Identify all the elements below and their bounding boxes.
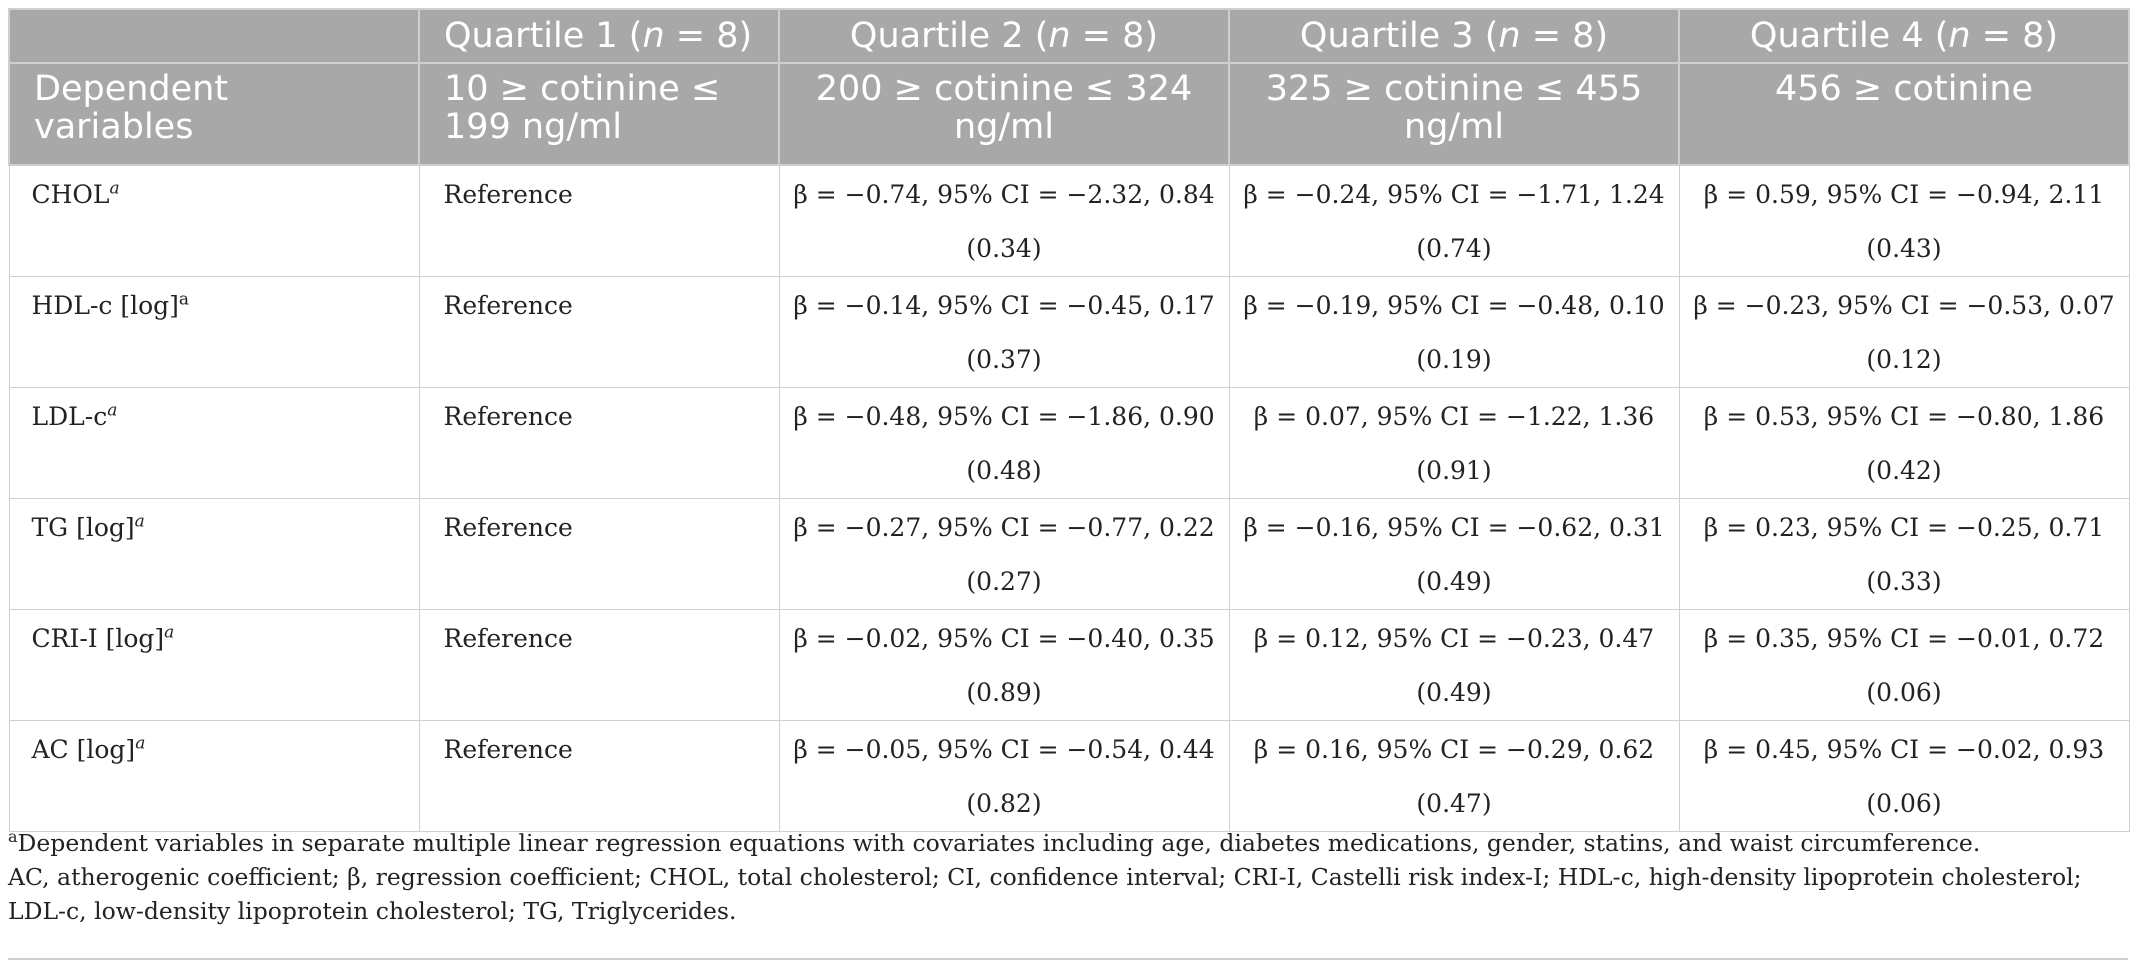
q4-result-cell: β = 0.35, 95% CI = −0.01, 0.72 (0.06) xyxy=(1678,609,2130,721)
reference-cell: Reference xyxy=(418,720,780,832)
q3-result-cell: β = 0.12, 95% CI = −0.23, 0.47 (0.49) xyxy=(1228,609,1680,721)
q4-result-cell: β = 0.53, 95% CI = −0.80, 1.86 (0.42) xyxy=(1678,387,2130,499)
results-table-container: Quartile 1 (n = 8) Quartile 2 (n = 8) Qu… xyxy=(8,8,2130,832)
variable-cell: CHOLa xyxy=(8,164,420,277)
variable-cell: TG [log]a xyxy=(8,498,420,610)
reference-cell: Reference xyxy=(418,276,780,388)
reference-cell: Reference xyxy=(418,387,780,499)
regression-results-table: Quartile 1 (n = 8) Quartile 2 (n = 8) Qu… xyxy=(8,8,2130,832)
q2-result-cell: β = −0.27, 95% CI = −0.77, 0.22 (0.27) xyxy=(778,498,1230,610)
q2-result-cell: β = −0.05, 95% CI = −0.54, 0.44 (0.82) xyxy=(778,720,1230,832)
variable-cell: AC [log]a xyxy=(8,720,420,832)
header-row-quartiles: Quartile 1 (n = 8) Quartile 2 (n = 8) Qu… xyxy=(8,8,2130,64)
variable-cell: LDL-ca xyxy=(8,387,420,499)
q3-result-cell: β = 0.07, 95% CI = −1.22, 1.36 (0.91) xyxy=(1228,387,1680,499)
q2-result-cell: β = −0.02, 95% CI = −0.40, 0.35 (0.89) xyxy=(778,609,1230,721)
header-quartile-4: Quartile 4 (n = 8) xyxy=(1678,8,2130,64)
footnote-a: aDependent variables in separate multipl… xyxy=(8,827,1981,857)
table-row: AC [log]a Reference β = −0.05, 95% CI = … xyxy=(8,720,2130,832)
q3-result-cell: β = −0.19, 95% CI = −0.48, 0.10 (0.19) xyxy=(1228,276,1680,388)
q2-result-cell: β = −0.48, 95% CI = −1.86, 0.90 (0.48) xyxy=(778,387,1230,499)
header-quartile-2: Quartile 2 (n = 8) xyxy=(778,8,1230,64)
table-row: CHOLa Reference β = −0.74, 95% CI = −2.3… xyxy=(8,164,2130,277)
table-row: CRI-I [log]a Reference β = −0.02, 95% CI… xyxy=(8,609,2130,721)
reference-cell: Reference xyxy=(418,609,780,721)
reference-cell: Reference xyxy=(418,498,780,610)
header-range-q2: 200 ≥ cotinine ≤ 324 ng/ml xyxy=(778,62,1230,166)
header-range-q3: 325 ≥ cotinine ≤ 455 ng/ml xyxy=(1228,62,1680,166)
q4-result-cell: β = 0.59, 95% CI = −0.94, 2.11 (0.43) xyxy=(1678,164,2130,277)
reference-cell: Reference xyxy=(418,164,780,277)
q3-result-cell: β = −0.24, 95% CI = −1.71, 1.24 (0.74) xyxy=(1228,164,1680,277)
variable-cell: HDL-c [log]a xyxy=(8,276,420,388)
header-quartile-3: Quartile 3 (n = 8) xyxy=(1228,8,1680,64)
table-row: TG [log]a Reference β = −0.27, 95% CI = … xyxy=(8,498,2130,610)
q2-result-cell: β = −0.14, 95% CI = −0.45, 0.17 (0.37) xyxy=(778,276,1230,388)
variable-cell: CRI-I [log]a xyxy=(8,609,420,721)
bottom-divider xyxy=(8,958,2128,960)
table-footnotes: aDependent variables in separate multipl… xyxy=(8,826,2126,928)
header-row-ranges: Dependent variables 10 ≥ cotinine ≤ 199 … xyxy=(8,62,2130,166)
q3-result-cell: β = −0.16, 95% CI = −0.62, 0.31 (0.49) xyxy=(1228,498,1680,610)
q2-result-cell: β = −0.74, 95% CI = −2.32, 0.84 (0.34) xyxy=(778,164,1230,277)
table-row: LDL-ca Reference β = −0.48, 95% CI = −1.… xyxy=(8,387,2130,499)
q4-result-cell: β = 0.45, 95% CI = −0.02, 0.93 (0.06) xyxy=(1678,720,2130,832)
table-row: HDL-c [log]a Reference β = −0.14, 95% CI… xyxy=(8,276,2130,388)
header-empty-cell xyxy=(8,8,420,64)
header-quartile-1: Quartile 1 (n = 8) xyxy=(418,8,780,64)
q3-result-cell: β = 0.16, 95% CI = −0.29, 0.62 (0.47) xyxy=(1228,720,1680,832)
header-dependent-variables: Dependent variables xyxy=(8,62,420,166)
header-range-q1: 10 ≥ cotinine ≤ 199 ng/ml xyxy=(418,62,780,166)
header-range-q4: 456 ≥ cotinine xyxy=(1678,62,2130,166)
footnote-abbreviations: AC, atherogenic coefficient; β, regressi… xyxy=(8,863,2082,925)
q4-result-cell: β = −0.23, 95% CI = −0.53, 0.07 (0.12) xyxy=(1678,276,2130,388)
q4-result-cell: β = 0.23, 95% CI = −0.25, 0.71 (0.33) xyxy=(1678,498,2130,610)
